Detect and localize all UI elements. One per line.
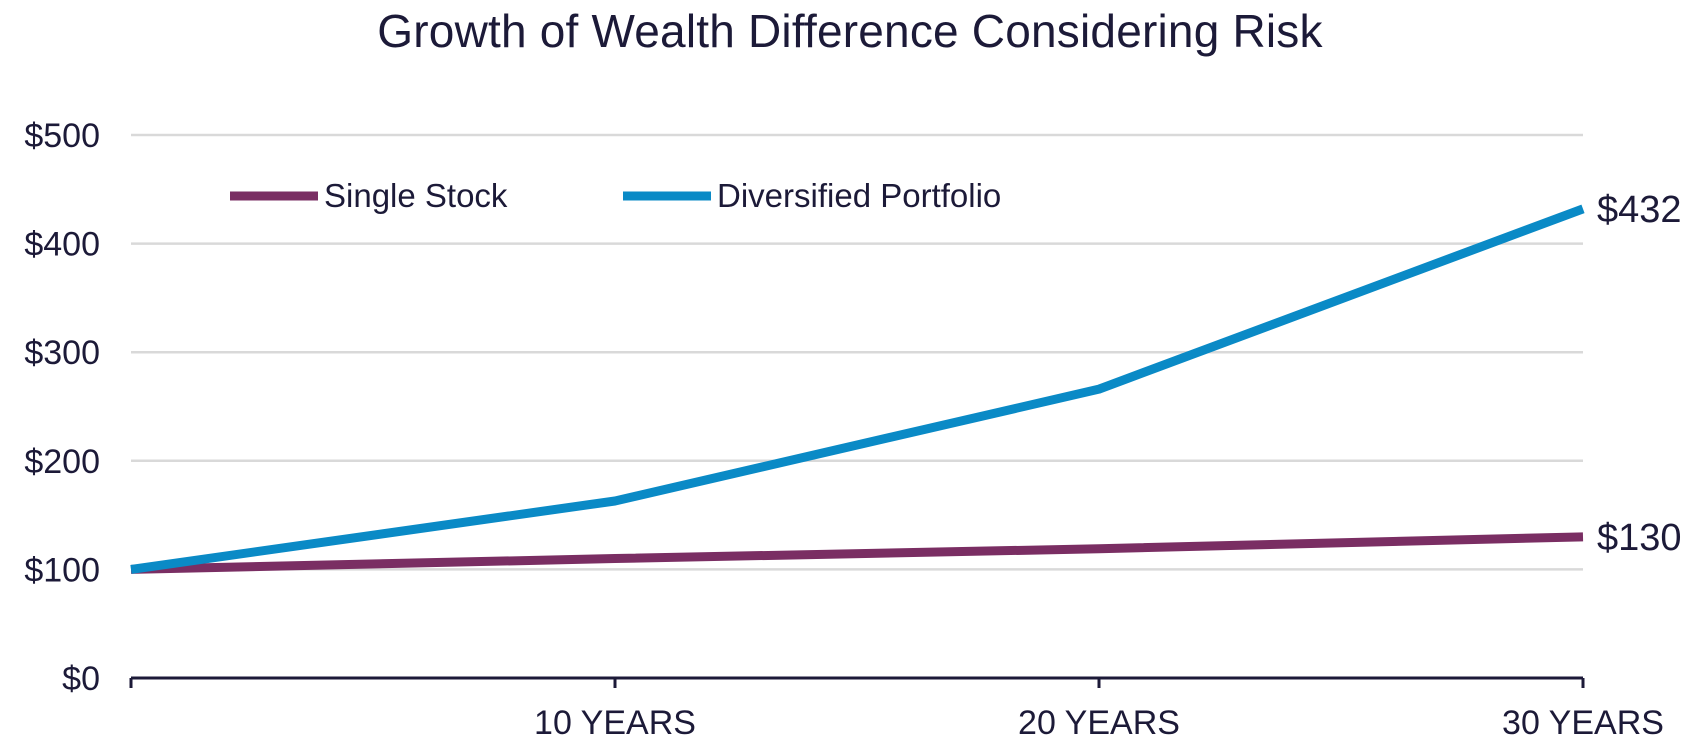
legend: Single Stock Diversified Portfolio [230, 177, 1001, 214]
series-line-single-stock [130, 532, 1584, 574]
y-tick-label: $400 [24, 226, 100, 264]
y-tick-label: $500 [24, 117, 100, 155]
end-label-single-stock: $130 [1597, 517, 1682, 559]
legend-item-single-stock: Single Stock [230, 177, 508, 214]
end-value-labels: $130 $432 [1597, 189, 1682, 559]
legend-item-diversified-portfolio: Diversified Portfolio [623, 177, 1001, 214]
y-axis-tick-labels: $0 $100 $200 $300 $400 $500 [24, 117, 100, 698]
legend-label: Diversified Portfolio [717, 177, 1001, 214]
x-tick-label: 20 YEARS [1018, 704, 1180, 742]
y-tick-label: $300 [24, 334, 100, 372]
series-lines [130, 204, 1585, 574]
gridlines [131, 133, 1583, 571]
end-label-diversified-portfolio: $432 [1597, 189, 1682, 231]
x-axis [129, 676, 1585, 688]
y-tick-label: $100 [24, 551, 100, 589]
y-tick-label: $200 [24, 443, 100, 481]
x-tick-label: 10 YEARS [534, 704, 696, 742]
legend-label: Single Stock [324, 177, 508, 214]
chart-title: Growth of Wealth Difference Considering … [377, 5, 1323, 57]
y-tick-label: $0 [62, 660, 100, 698]
x-axis-tick-labels: 10 YEARS 20 YEARS 30 YEARS [534, 704, 1664, 742]
x-tick-label: 30 YEARS [1502, 704, 1664, 742]
series-line-diversified-portfolio [130, 204, 1585, 574]
